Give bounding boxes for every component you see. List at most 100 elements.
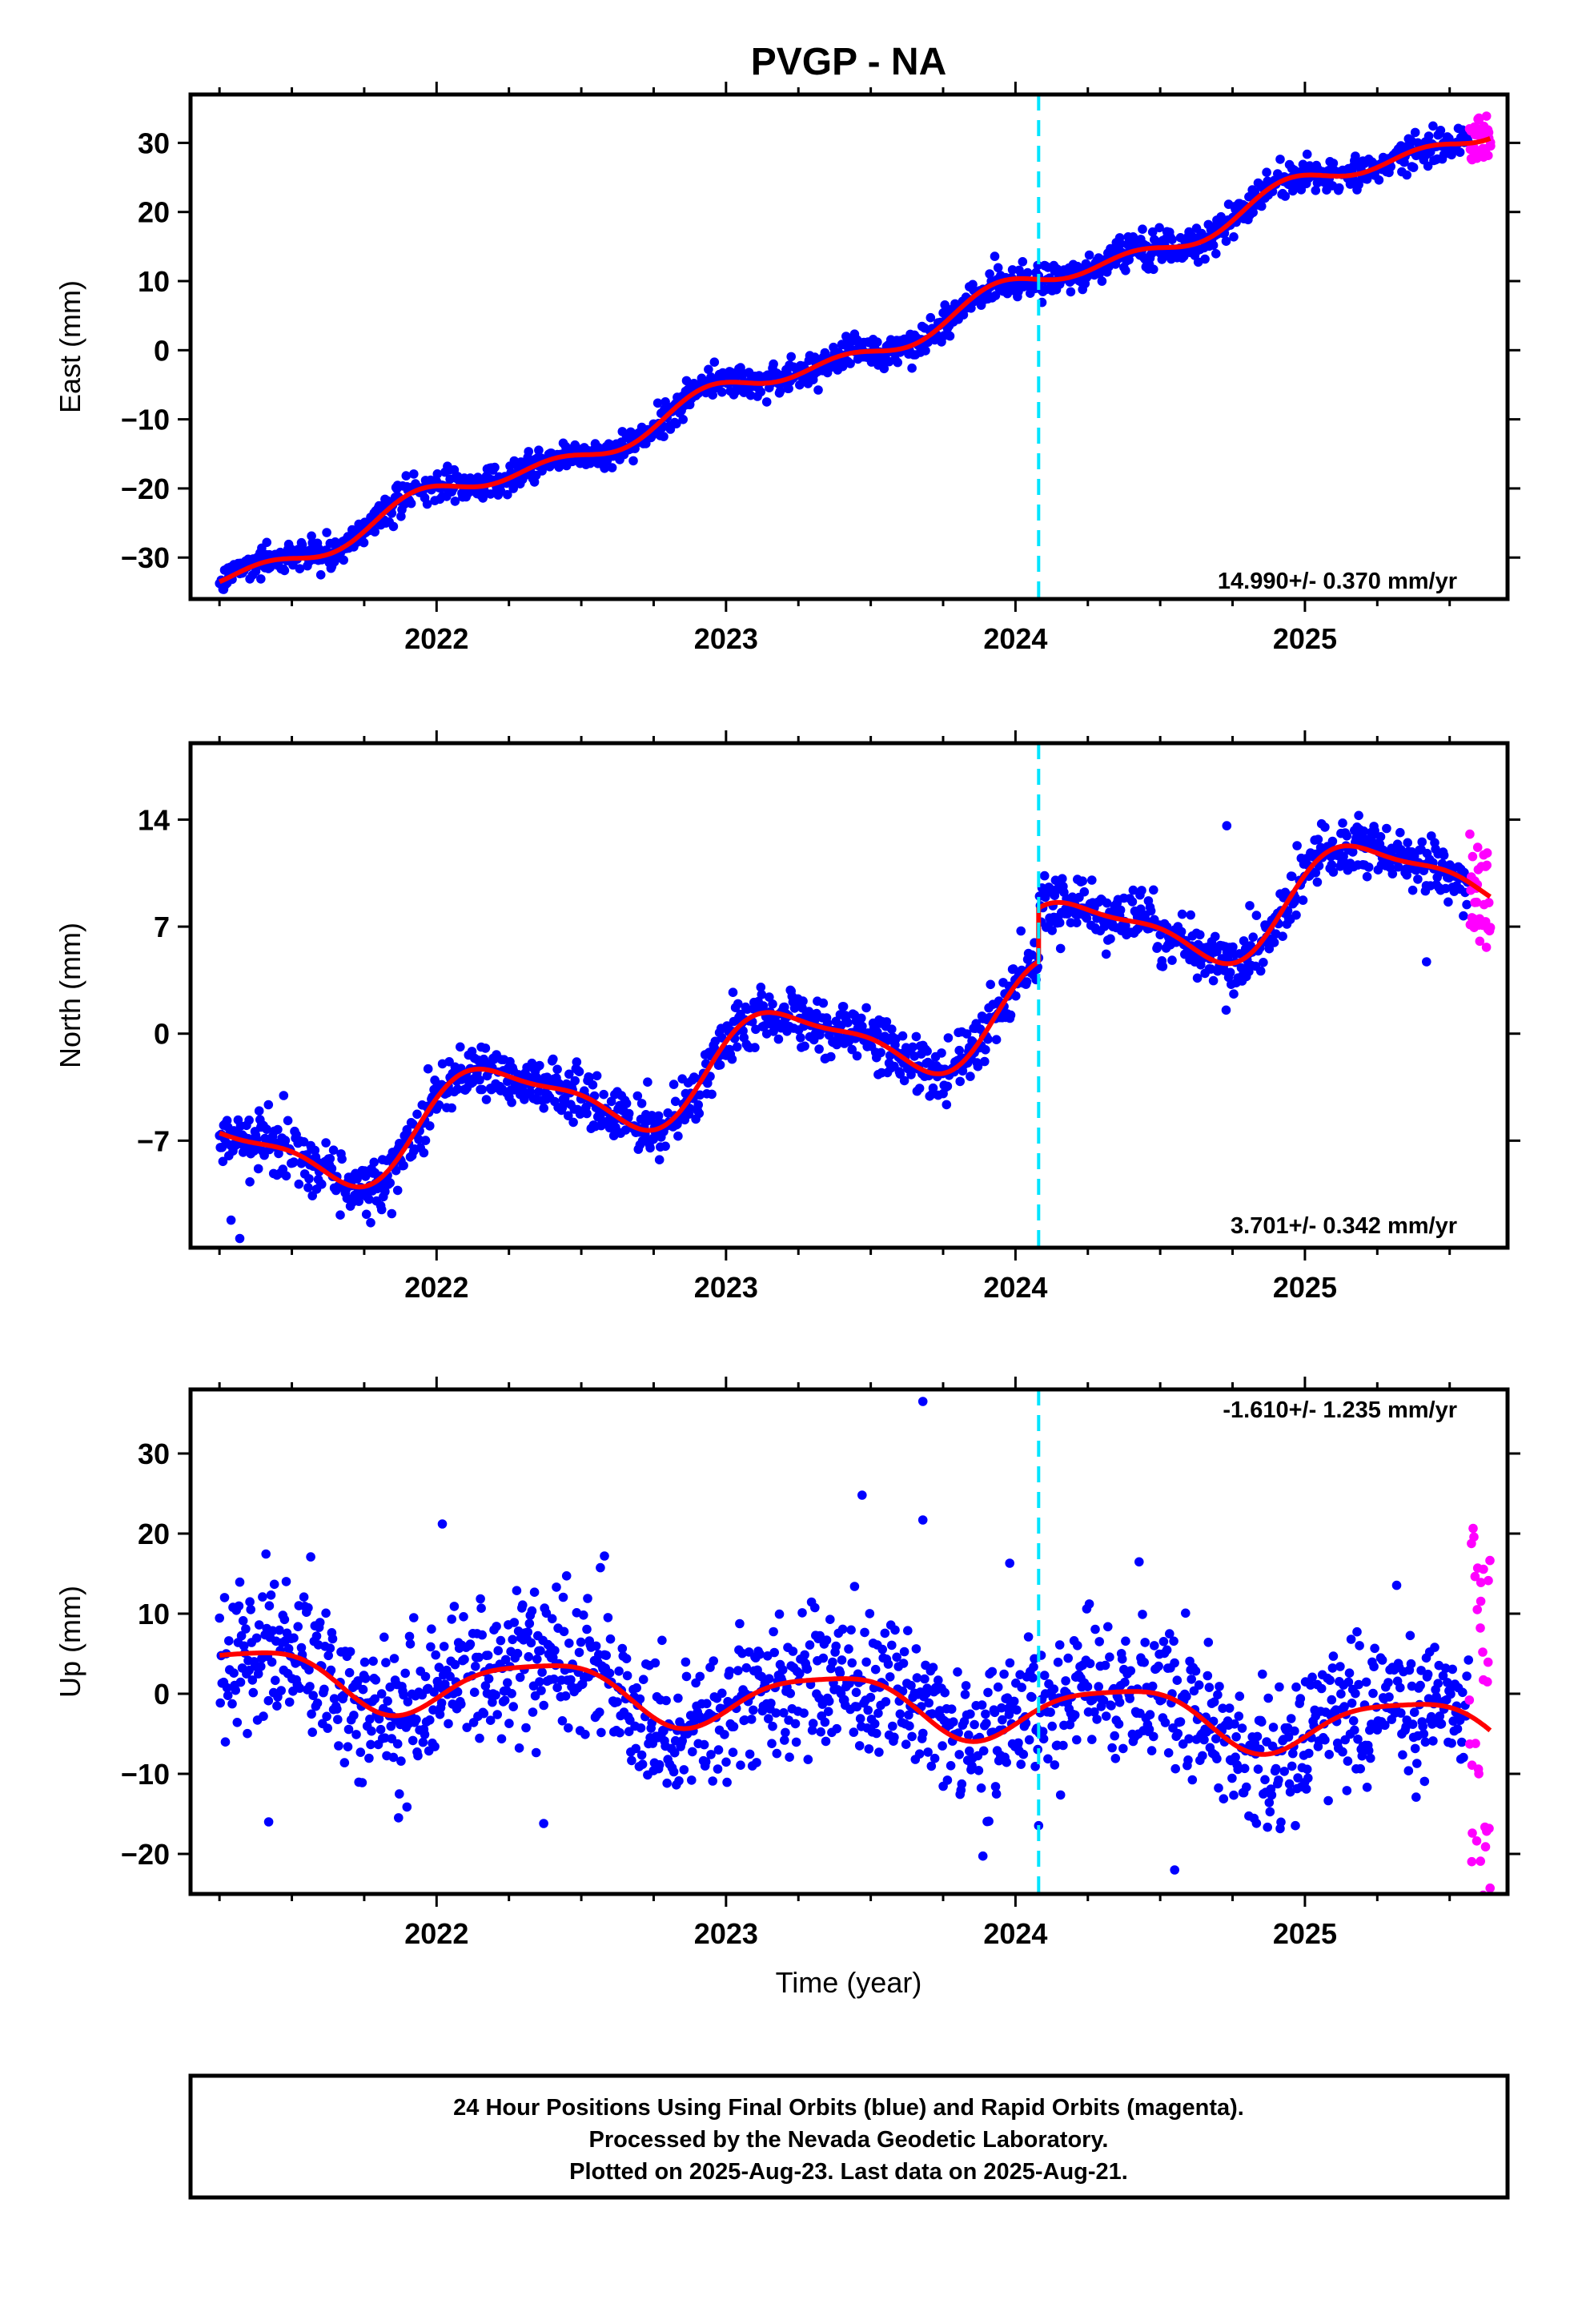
up-final-point	[920, 1674, 930, 1684]
north-final-point	[1087, 875, 1097, 885]
up-final-point	[537, 1667, 547, 1677]
up-rapid-point	[1483, 1677, 1492, 1687]
up-final-point	[1147, 1681, 1158, 1691]
north-final-point	[1186, 910, 1195, 920]
north-final-point	[838, 1002, 849, 1011]
up-final-point	[942, 1775, 953, 1785]
east-plot-area	[215, 94, 1496, 599]
east-final-point	[295, 564, 305, 573]
up-final-point	[1146, 1746, 1157, 1755]
up-final-point	[402, 1802, 412, 1812]
east-x-tick-label: 2024	[983, 622, 1047, 655]
up-final-point	[215, 1613, 225, 1623]
up-final-point	[1224, 1703, 1235, 1713]
north-final-point	[299, 1137, 309, 1147]
north-final-point	[1153, 942, 1162, 951]
up-final-point	[344, 1667, 355, 1678]
up-final-point	[1233, 1764, 1243, 1775]
up-final-point	[261, 1549, 271, 1559]
up-final-point	[713, 1745, 724, 1755]
north-final-point	[606, 1096, 616, 1107]
north-final-point	[1396, 845, 1406, 854]
north-y-tick-label: −7	[137, 1124, 170, 1157]
up-rapid-point	[1467, 1538, 1476, 1549]
up-final-point	[281, 1577, 291, 1586]
up-final-point	[800, 1650, 809, 1660]
north-final-point	[1058, 874, 1067, 883]
up-final-point	[661, 1695, 671, 1706]
up-final-point	[493, 1646, 503, 1655]
north-final-point	[245, 1177, 255, 1187]
north-final-point	[294, 1179, 304, 1189]
up-final-point	[774, 1609, 785, 1619]
north-final-point	[942, 1081, 953, 1092]
up-final-point	[1346, 1634, 1356, 1644]
north-final-point	[768, 999, 777, 1009]
up-final-point	[741, 1663, 752, 1673]
north-final-point	[1375, 832, 1386, 842]
north-x-tick-label: 2025	[1273, 1271, 1337, 1304]
up-final-point	[1323, 1795, 1333, 1806]
up-final-point	[395, 1789, 404, 1799]
up-final-point	[523, 1627, 532, 1637]
up-final-point	[296, 1642, 307, 1653]
north-final-point	[887, 1024, 897, 1034]
footer-line-3: Plotted on 2025-Aug-23. Last data on 202…	[569, 2159, 1128, 2185]
east-final-point	[1262, 167, 1271, 177]
up-final-point	[371, 1675, 381, 1685]
up-final-point	[1287, 1761, 1297, 1771]
up-final-point	[1328, 1651, 1339, 1661]
up-final-point	[1028, 1673, 1038, 1683]
up-final-point	[1354, 1679, 1363, 1690]
up-final-point	[258, 1592, 267, 1602]
up-final-point	[246, 1605, 256, 1614]
up-model-fit-line	[218, 1650, 1492, 1757]
up-final-point	[386, 1721, 396, 1731]
up-final-point	[1267, 1790, 1277, 1800]
up-final-point	[434, 1663, 444, 1672]
up-final-point	[735, 1618, 745, 1629]
north-final-point	[1382, 823, 1391, 834]
up-final-point	[408, 1735, 418, 1746]
up-final-point	[388, 1752, 399, 1763]
east-final-point	[401, 471, 412, 480]
east-final-point	[672, 419, 681, 428]
up-final-point	[308, 1691, 319, 1700]
up-final-point	[483, 1651, 493, 1660]
up-final-point	[219, 1593, 230, 1602]
up-final-point	[576, 1637, 586, 1647]
north-final-point	[1128, 885, 1138, 895]
north-final-point	[568, 1117, 578, 1128]
up-final-point	[1017, 1683, 1026, 1692]
up-final-point	[389, 1654, 400, 1663]
up-final-point	[601, 1651, 611, 1660]
up-final-point	[970, 1719, 979, 1730]
north-final-point	[1347, 847, 1358, 857]
up-final-point	[679, 1765, 689, 1775]
up-final-point	[1295, 1694, 1306, 1703]
up-final-point	[269, 1579, 279, 1590]
up-final-point	[293, 1622, 303, 1631]
north-final-point	[1039, 870, 1050, 881]
up-final-point	[1279, 1767, 1289, 1776]
up-final-point	[263, 1817, 274, 1827]
east-final-point	[845, 359, 855, 368]
up-final-point	[1320, 1735, 1330, 1745]
north-final-point	[798, 996, 808, 1006]
north-final-point	[765, 992, 774, 1002]
east-final-point	[1423, 131, 1434, 141]
up-final-point	[978, 1851, 988, 1861]
up-final-point	[1268, 1723, 1279, 1732]
north-final-point	[452, 1084, 463, 1094]
north-final-point	[1413, 875, 1423, 884]
north-final-point	[818, 998, 829, 1008]
up-y-tick-label: 20	[138, 1518, 170, 1550]
north-final-point	[632, 1091, 643, 1101]
up-final-point	[872, 1728, 881, 1739]
north-final-point	[1407, 885, 1418, 895]
north-final-point	[1101, 949, 1111, 959]
up-final-point	[1005, 1558, 1014, 1568]
up-final-point	[736, 1760, 745, 1770]
north-final-point	[1264, 943, 1275, 954]
north-final-point	[235, 1233, 245, 1244]
